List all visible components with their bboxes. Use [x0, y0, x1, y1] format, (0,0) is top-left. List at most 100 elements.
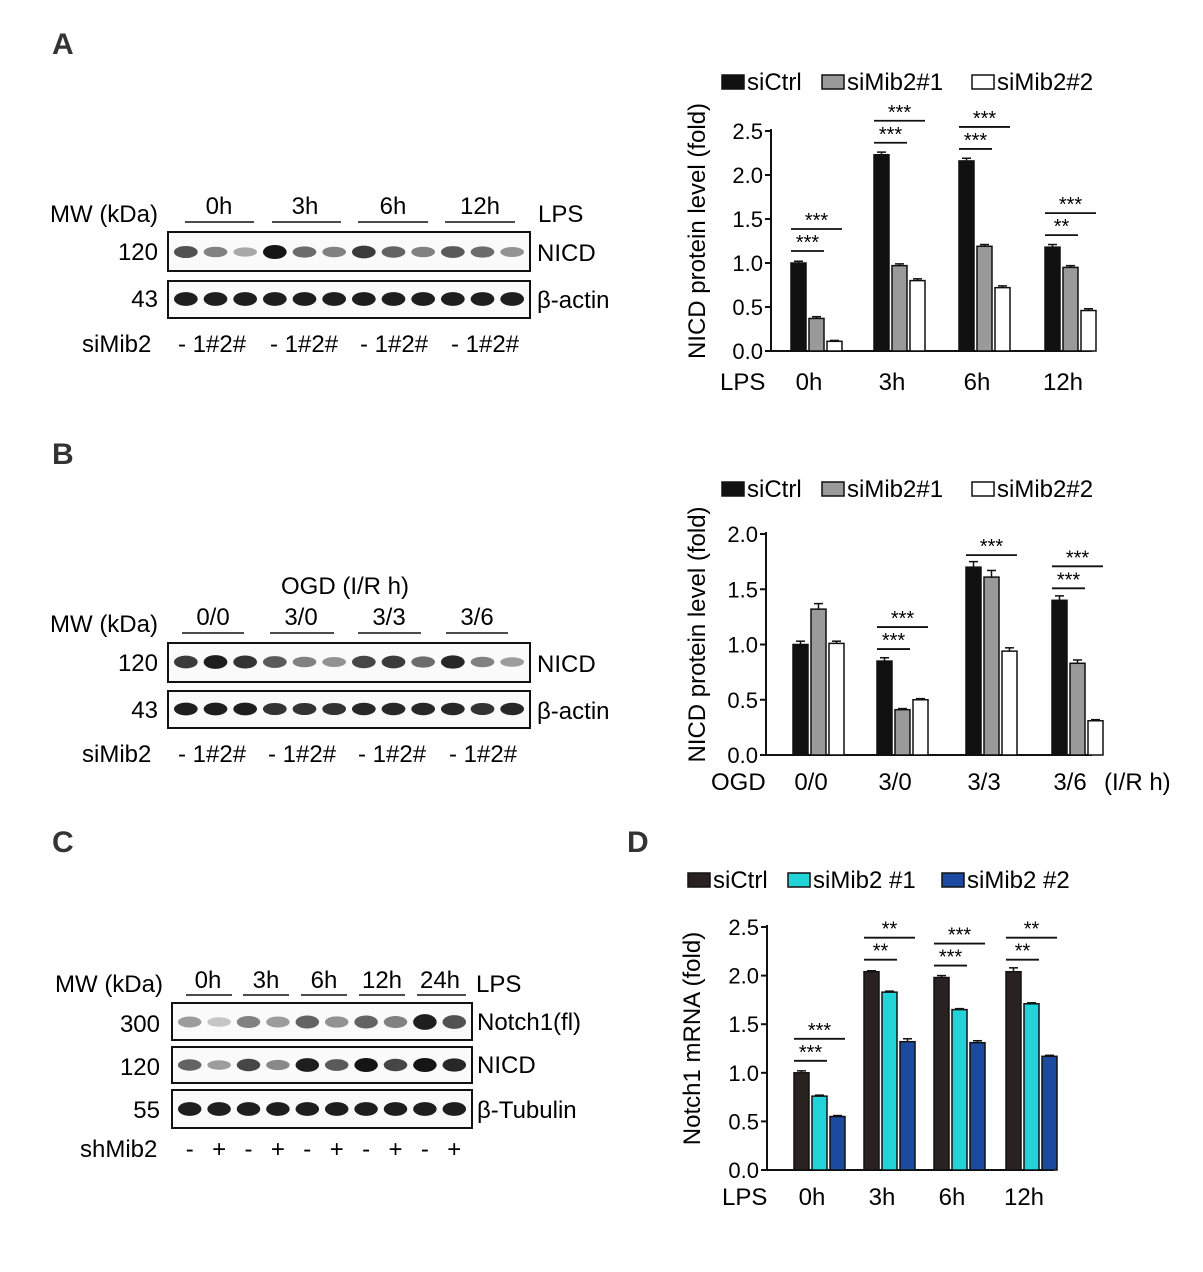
blot-band: [177, 1059, 202, 1071]
blot-band: [295, 1102, 320, 1116]
mw-value: 300: [120, 1011, 160, 1038]
legend-swatch: [941, 872, 965, 888]
blot-band: [295, 1058, 320, 1072]
y-tick-label: 2.0: [727, 522, 758, 547]
blot-band: [322, 702, 347, 716]
shrna-sign: -: [186, 1136, 194, 1163]
bar: [1051, 599, 1068, 756]
legend-swatch: [687, 872, 711, 888]
band-group: [173, 655, 525, 669]
blot-band: [440, 702, 465, 716]
legend-label: siMib2 #1: [813, 867, 916, 894]
blot-band: [173, 292, 198, 306]
band-group: [177, 1102, 467, 1116]
group-label: 12h: [362, 967, 402, 994]
protein-label: NICD: [537, 651, 596, 678]
blot-band: [470, 246, 495, 258]
legend-label: siCtrl: [747, 476, 802, 503]
treatment-label: LPS: [538, 201, 583, 228]
bar: [790, 262, 807, 352]
lane-annotation: - 1#2#: [270, 331, 339, 358]
blot-band: [262, 245, 287, 259]
panel-label-a: A: [52, 28, 74, 61]
blot-band: [236, 1058, 261, 1072]
mw-value: 43: [131, 697, 158, 724]
significance-stars: **: [1024, 919, 1040, 941]
blot-band: [262, 702, 287, 716]
x-axis-prefix: LPS: [722, 1184, 767, 1211]
y-tick-label: 2.0: [728, 964, 759, 989]
significance-stars: **: [1015, 941, 1031, 963]
group-label: 3/3: [372, 604, 405, 631]
y-tick-label: 1.5: [728, 1012, 759, 1037]
legend-swatch: [721, 481, 745, 497]
mw-value: 43: [131, 286, 158, 313]
blot-band: [173, 702, 198, 716]
blot-band: [381, 292, 406, 306]
bar: [863, 970, 880, 1171]
legend-swatch: [787, 872, 811, 888]
significance-stars: **: [1054, 216, 1070, 238]
sirna-label: siMib2: [82, 741, 151, 768]
blot-band: [470, 292, 495, 306]
blot-band: [381, 655, 406, 669]
legend-swatch: [821, 74, 845, 90]
y-tick-label: 0.0: [727, 743, 758, 768]
y-tick-label: 2.5: [732, 119, 763, 144]
blot-band: [411, 246, 436, 258]
bar: [912, 699, 929, 756]
blot-band: [413, 1058, 437, 1072]
bar: [958, 160, 975, 352]
x-tick-label: 3h: [879, 369, 906, 396]
significance-stars: ***: [882, 630, 906, 652]
blot-band: [383, 1058, 408, 1072]
group-label: 3/6: [460, 604, 493, 631]
legend-label: siMib2#1: [847, 476, 943, 503]
group-label: 6h: [380, 193, 407, 220]
significance-stars: ***: [1059, 194, 1083, 216]
significance-stars: ***: [1066, 547, 1090, 569]
y-tick-label: 1.0: [727, 633, 758, 658]
blot-band: [324, 1059, 349, 1071]
shrna-sign: -: [421, 1136, 429, 1163]
bar: [811, 1095, 828, 1171]
blot-band: [442, 1102, 467, 1116]
panel-label-b: B: [52, 438, 74, 471]
significance-stars: ***: [948, 925, 972, 947]
x-tick-label: 12h: [1004, 1184, 1044, 1211]
blot-band: [203, 292, 228, 306]
bar: [951, 1008, 968, 1171]
lane-annotation: - 1#2#: [358, 741, 427, 768]
blot-band: [207, 1017, 231, 1027]
bar: [792, 643, 809, 756]
blot-band: [292, 246, 317, 258]
blot-band: [442, 1015, 467, 1029]
lane-annotation: - 1#2#: [449, 741, 518, 768]
group-label: 0h: [206, 193, 233, 220]
bar: [933, 976, 950, 1171]
significance-stars: ***: [973, 108, 997, 130]
bar: [1001, 650, 1018, 756]
bar: [876, 660, 893, 756]
protein-label: β-actin: [537, 698, 610, 725]
blot-band: [440, 292, 465, 306]
mw-value: 120: [120, 1054, 160, 1081]
blot-band: [470, 656, 495, 668]
blot-band: [500, 702, 525, 716]
blot-band: [266, 1102, 290, 1116]
x-tick-label: 3/6: [1053, 769, 1086, 796]
blot-strip-nicd: [167, 642, 531, 683]
y-axis-title: NICD protein level (fold): [684, 103, 711, 359]
blot-band: [351, 245, 376, 259]
condition-header: OGD (I/R h): [281, 573, 409, 600]
mw-value: 120: [118, 650, 158, 677]
group-label: 0h: [195, 967, 222, 994]
blot-band: [292, 292, 317, 306]
legend-label: siMib2 #2: [967, 867, 1070, 894]
x-axis-prefix: OGD: [711, 769, 766, 796]
shrna-sign: +: [447, 1136, 461, 1163]
y-tick-label: 2.0: [732, 163, 763, 188]
y-tick-label: 1.5: [732, 207, 763, 232]
significance-stars: ***: [980, 536, 1004, 558]
significance-stars: **: [882, 919, 898, 941]
